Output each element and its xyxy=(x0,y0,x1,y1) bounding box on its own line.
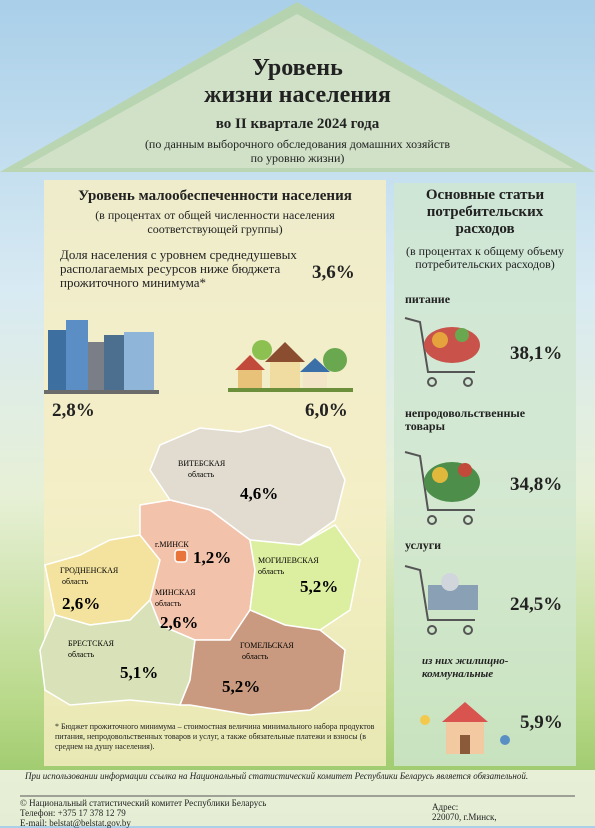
phone: Телефон: +375 17 378 12 79 xyxy=(20,808,126,818)
region-unit: область xyxy=(188,470,214,479)
region-unit: область xyxy=(155,599,181,608)
region-unit: область xyxy=(258,567,284,576)
expense-label: непродовольственные товары xyxy=(405,406,526,433)
rural-value: 6,0% xyxy=(305,400,348,421)
expense-value: 5,9% xyxy=(520,712,563,733)
share-label: Доля населения с уровнем среднедушевых р… xyxy=(60,247,297,290)
map xyxy=(39,424,361,716)
footer-band xyxy=(0,770,595,826)
region-value: 1,2% xyxy=(193,548,231,567)
expense-label: услуги xyxy=(405,538,442,552)
region-name: ГРОДНЕНСКАЯ xyxy=(60,566,119,575)
roof-inner xyxy=(22,14,573,168)
poverty-subtitle: (в процентах от общей численности населе… xyxy=(95,208,335,236)
expense-label: из них жилищно-коммунальные xyxy=(422,655,509,680)
region-value: 5,2% xyxy=(300,577,338,596)
right-panel xyxy=(394,183,576,766)
region-value: 5,2% xyxy=(222,677,260,696)
expense-label: питание xyxy=(405,292,451,306)
title-line: жизни населения xyxy=(204,82,391,108)
city-icon xyxy=(44,320,159,394)
expense-value: 38,1% xyxy=(510,343,563,364)
region-gomel xyxy=(178,609,346,716)
region-unit: область xyxy=(68,650,94,659)
expense-value: 34,8% xyxy=(510,474,563,495)
header-note: (по данным выборочного обследования дома… xyxy=(144,137,451,165)
region-unit: область xyxy=(242,652,268,661)
house-icon xyxy=(420,702,510,754)
address: 220070, г.Минск, xyxy=(432,812,497,822)
expenses-subtitle: (в процентах к общему объему потребитель… xyxy=(406,244,564,271)
period: во II квартале 2024 года xyxy=(215,116,380,132)
minsk-city xyxy=(174,549,188,563)
notice: При использовании информации ссылка на Н… xyxy=(25,771,529,781)
region-name: МОГИЛЕВСКАЯ xyxy=(258,556,319,565)
region-name: г.МИНСК xyxy=(155,540,189,549)
share-value: 3,6% xyxy=(312,262,355,283)
region-name: ВИТЕБСКАЯ xyxy=(178,459,226,468)
cart-icons xyxy=(404,317,475,635)
region-unit: область xyxy=(62,577,88,586)
expenses-title: Основные статьи потребительских расходов xyxy=(425,187,545,237)
cart-contents xyxy=(424,327,480,610)
region-name: БРЕСТСКАЯ xyxy=(68,639,115,648)
region-value: 2,6% xyxy=(62,594,100,613)
poverty-title: Уровень малообеспеченности населения xyxy=(78,188,352,204)
address-label: Адрес: xyxy=(432,802,459,812)
title: Уровень жизни населения xyxy=(150,55,445,109)
copyright: © Национальный статистический комитет Ре… xyxy=(20,798,267,808)
region-value: 2,6% xyxy=(160,613,198,632)
footnote: * Бюджет прожиточного минимума – стоимос… xyxy=(55,722,375,751)
region-name: ГОМЕЛЬСКАЯ xyxy=(240,641,294,650)
village-icon xyxy=(228,340,353,392)
footer-contacts: © Национальный статистический комитет Ре… xyxy=(20,798,400,828)
email: E-mail: belstat@belstat.gov.by xyxy=(20,818,131,828)
title-line: Уровень xyxy=(252,55,343,81)
region-mogilev xyxy=(249,524,361,631)
footer-address: Адрес: 220070, г.Минск, xyxy=(432,802,497,822)
expense-value: 24,5% xyxy=(510,594,563,615)
region-value: 4,6% xyxy=(240,484,278,503)
region-name: МИНСКАЯ xyxy=(155,588,196,597)
urban-value: 2,8% xyxy=(52,400,95,421)
region-value: 5,1% xyxy=(120,663,158,682)
